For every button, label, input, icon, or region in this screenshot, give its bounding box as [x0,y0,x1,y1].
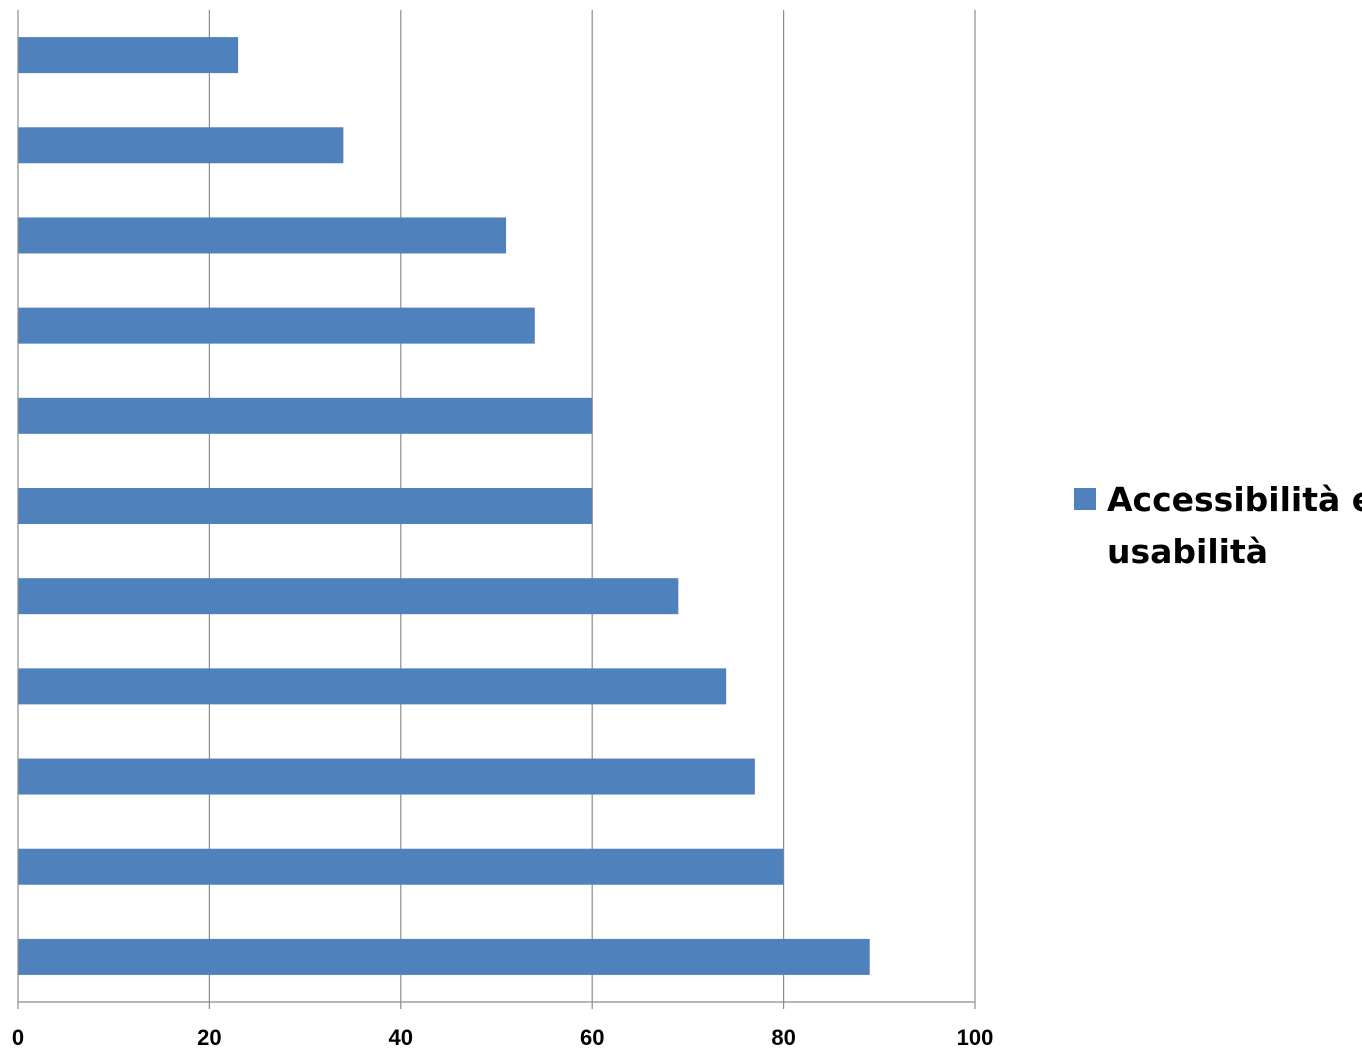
x-tick-label-0: 0 [12,1025,24,1050]
bar-1 [18,848,784,885]
x-tick-label-60: 60 [580,1025,604,1050]
bar-10 [18,37,239,74]
x-tick-label-80: 80 [771,1025,795,1050]
bar-4 [18,578,679,615]
legend: Accessibilità e usabilità [1074,480,1362,571]
bar-2 [18,758,755,795]
x-axis: 0 20 40 60 80 100 [12,10,993,1050]
x-tick-label-20: 20 [197,1025,221,1050]
legend-label-line-2: usabilità [1107,532,1268,571]
bar-6 [18,397,593,434]
legend-swatch [1074,488,1096,510]
bar-3 [18,668,727,705]
bar-9 [18,127,344,164]
bar-5 [18,488,593,524]
bar-8 [18,217,507,254]
bar-0 [18,938,870,975]
bars [18,37,870,975]
x-tick-label-40: 40 [389,1025,413,1050]
x-tick-label-100: 100 [957,1025,994,1050]
bar-7 [18,307,535,344]
legend-label-line-1: Accessibilità e [1107,480,1362,519]
